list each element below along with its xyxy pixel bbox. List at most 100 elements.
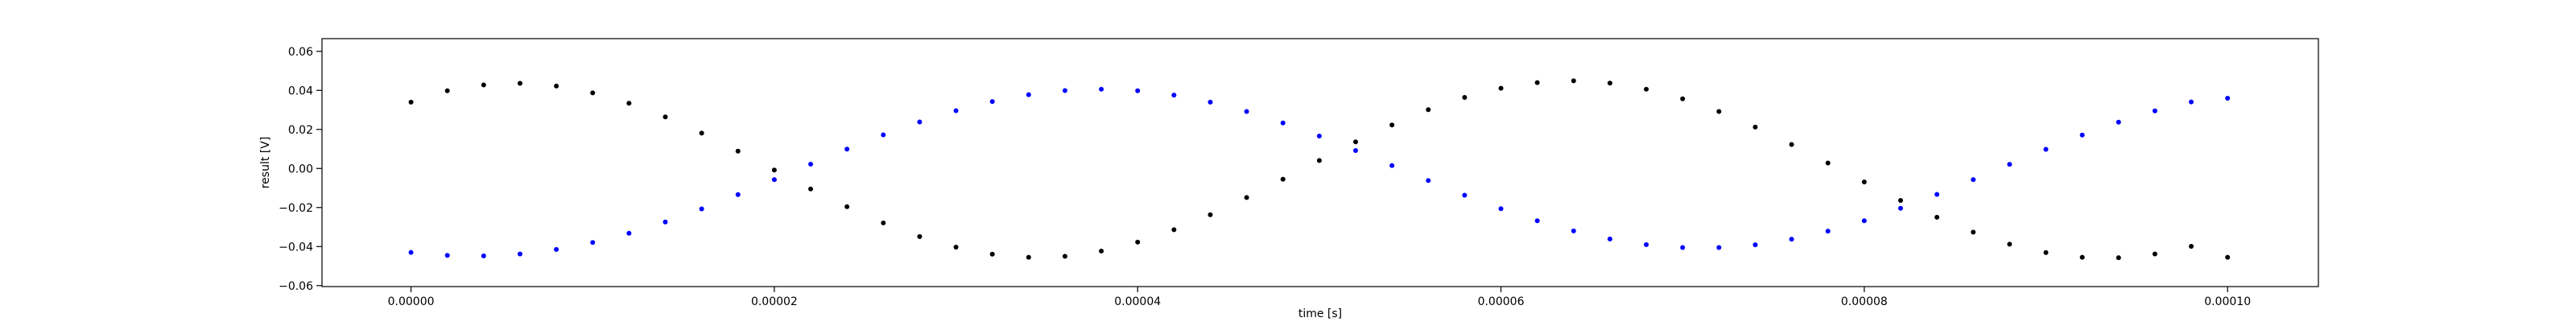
x-tick-label: 0.00010 [2204,295,2251,308]
data-point [917,119,923,125]
data-point [1644,242,1649,247]
data-point [2116,119,2121,125]
data-point [989,99,995,105]
data-point [808,161,814,167]
data-point [663,114,668,120]
plot-axes: 0.00000 0.00002 0.00004 0.00006 0.00008 0.000… [279,46,2251,308]
data-point [989,251,995,257]
y-tick-label: 0.04 [288,85,313,97]
data-point [554,246,559,252]
data-point [444,88,450,93]
data-point [408,99,414,105]
data-point [1644,86,1649,92]
data-point [1534,80,1540,85]
y-tick-label: 0.00 [288,163,313,175]
y-axis-label: result [V] [259,137,272,189]
data-point [626,101,632,106]
data-point [1244,195,1249,200]
plot-series [408,78,2231,261]
data-point [844,147,850,152]
data-point [1426,107,1431,113]
data-point [1389,163,1395,168]
x-tick-label: 0.00000 [388,295,435,308]
data-point [2043,250,2049,255]
data-point [1026,92,1031,97]
data-point [2152,108,2157,114]
data-point [1244,109,1249,114]
data-point [1171,227,1177,233]
data-point [408,250,414,255]
data-point [481,82,486,88]
data-point [1353,139,1359,145]
data-point [808,186,814,192]
y-tick-label: 0.02 [288,124,313,137]
data-point [844,204,850,209]
data-point [1861,180,1867,185]
y-tick-label: −0.04 [279,241,313,254]
series-1 [408,78,2231,261]
data-point [1498,206,1504,212]
data-point [2225,95,2231,101]
x-tick-label: 0.00008 [1841,295,1888,308]
data-point [881,220,886,225]
data-point [735,148,741,154]
data-point [1861,218,1867,224]
data-point [1789,237,1794,242]
data-point [953,245,959,250]
data-point [1280,120,1286,126]
data-point [2152,251,2157,257]
data-point [1971,177,1976,183]
data-point [1897,205,1903,211]
data-point [1971,229,1976,235]
data-point [2225,254,2231,260]
data-point [1825,229,1831,234]
data-point [2007,242,2013,247]
data-point [1389,122,1395,128]
data-point [481,253,486,258]
data-point [663,219,668,225]
data-point [771,177,777,183]
data-point [953,108,959,114]
data-point [1607,80,1612,86]
data-point [1062,88,1067,93]
x-tick-label: 0.00006 [1478,295,1525,308]
data-point [2079,132,2085,138]
data-point [2189,244,2194,250]
data-point [554,83,559,89]
data-point [771,167,777,173]
data-point [1716,109,1722,114]
data-point [1316,158,1322,163]
data-point [1462,192,1468,198]
data-point [1752,242,1758,248]
data-point [1280,176,1286,182]
data-point [735,192,741,197]
data-point [1934,214,1940,220]
data-point [1462,94,1468,100]
data-point [1680,245,1686,250]
data-point [1607,236,1612,242]
data-point [1316,134,1322,139]
data-point [1498,85,1504,91]
data-point [699,206,704,212]
data-point [1752,124,1758,130]
data-point [1571,228,1576,233]
data-point [517,251,522,257]
data-point [1099,86,1104,92]
data-point [1789,142,1794,147]
x-tick-label: 0.00004 [1114,295,1161,308]
data-point [1534,218,1540,224]
data-point [1135,239,1141,245]
data-point [1171,93,1177,98]
data-point [881,132,886,138]
data-point [2079,254,2085,260]
data-point [917,233,923,239]
data-point [699,130,704,136]
data-point [1934,192,1940,197]
data-point [1353,147,1359,153]
data-point [2116,255,2121,261]
x-axis-label: time [s] [1298,308,1342,320]
data-point [2007,162,2013,167]
data-point [1571,78,1576,84]
